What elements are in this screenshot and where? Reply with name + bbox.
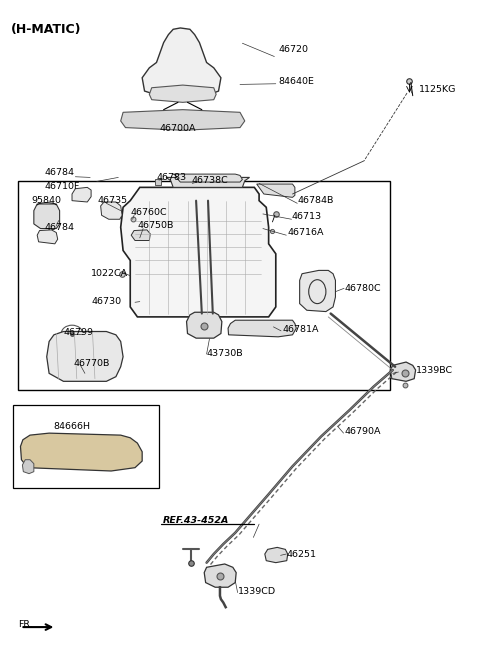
Text: 46784: 46784 — [44, 223, 74, 231]
Polygon shape — [265, 548, 288, 563]
Text: 46760C: 46760C — [130, 208, 167, 217]
Polygon shape — [120, 187, 276, 317]
Polygon shape — [101, 202, 122, 219]
Polygon shape — [228, 320, 296, 337]
Text: 1125KG: 1125KG — [419, 85, 456, 93]
Text: 95840: 95840 — [31, 196, 61, 205]
Polygon shape — [23, 460, 34, 474]
Text: 46735: 46735 — [98, 196, 128, 205]
Text: 46251: 46251 — [287, 550, 317, 558]
Text: 46713: 46713 — [291, 212, 322, 221]
Polygon shape — [131, 230, 150, 241]
Polygon shape — [120, 109, 245, 130]
Polygon shape — [187, 312, 222, 338]
Polygon shape — [149, 85, 216, 102]
Polygon shape — [72, 187, 91, 202]
Text: 1339BC: 1339BC — [416, 366, 453, 375]
Text: 46738C: 46738C — [192, 176, 228, 185]
Text: 46790A: 46790A — [344, 428, 381, 436]
Text: 46784B: 46784B — [297, 196, 334, 205]
Text: 46720: 46720 — [278, 45, 308, 54]
Text: 46780C: 46780C — [344, 284, 381, 293]
Text: 1022CA: 1022CA — [91, 269, 128, 278]
Text: 46750B: 46750B — [138, 221, 174, 230]
Bar — [13, 405, 159, 488]
Text: 46770B: 46770B — [74, 359, 110, 368]
Text: 46710F: 46710F — [44, 181, 80, 191]
Text: 46730: 46730 — [91, 297, 121, 306]
Text: 46700A: 46700A — [160, 125, 196, 133]
Text: (H-MATIC): (H-MATIC) — [11, 23, 82, 35]
Text: 43730B: 43730B — [206, 349, 243, 358]
Text: 46781A: 46781A — [283, 325, 320, 334]
Text: FR.: FR. — [18, 620, 33, 629]
Polygon shape — [166, 177, 250, 187]
Polygon shape — [390, 362, 416, 382]
Bar — [18, 181, 390, 390]
Polygon shape — [21, 433, 142, 471]
Polygon shape — [204, 564, 236, 587]
Polygon shape — [173, 174, 242, 182]
Text: 84666H: 84666H — [53, 422, 90, 431]
Text: 46799: 46799 — [63, 327, 94, 337]
Polygon shape — [47, 331, 123, 382]
Polygon shape — [300, 270, 336, 311]
Text: 1339CD: 1339CD — [238, 587, 276, 596]
Polygon shape — [37, 230, 58, 244]
Polygon shape — [142, 28, 221, 97]
Text: 46784: 46784 — [44, 168, 74, 177]
Text: 84640E: 84640E — [278, 77, 314, 86]
Polygon shape — [34, 204, 60, 229]
Text: REF.43-452A: REF.43-452A — [163, 516, 229, 526]
Text: 46783: 46783 — [156, 173, 187, 182]
Polygon shape — [257, 184, 295, 197]
Text: 46716A: 46716A — [288, 228, 324, 237]
